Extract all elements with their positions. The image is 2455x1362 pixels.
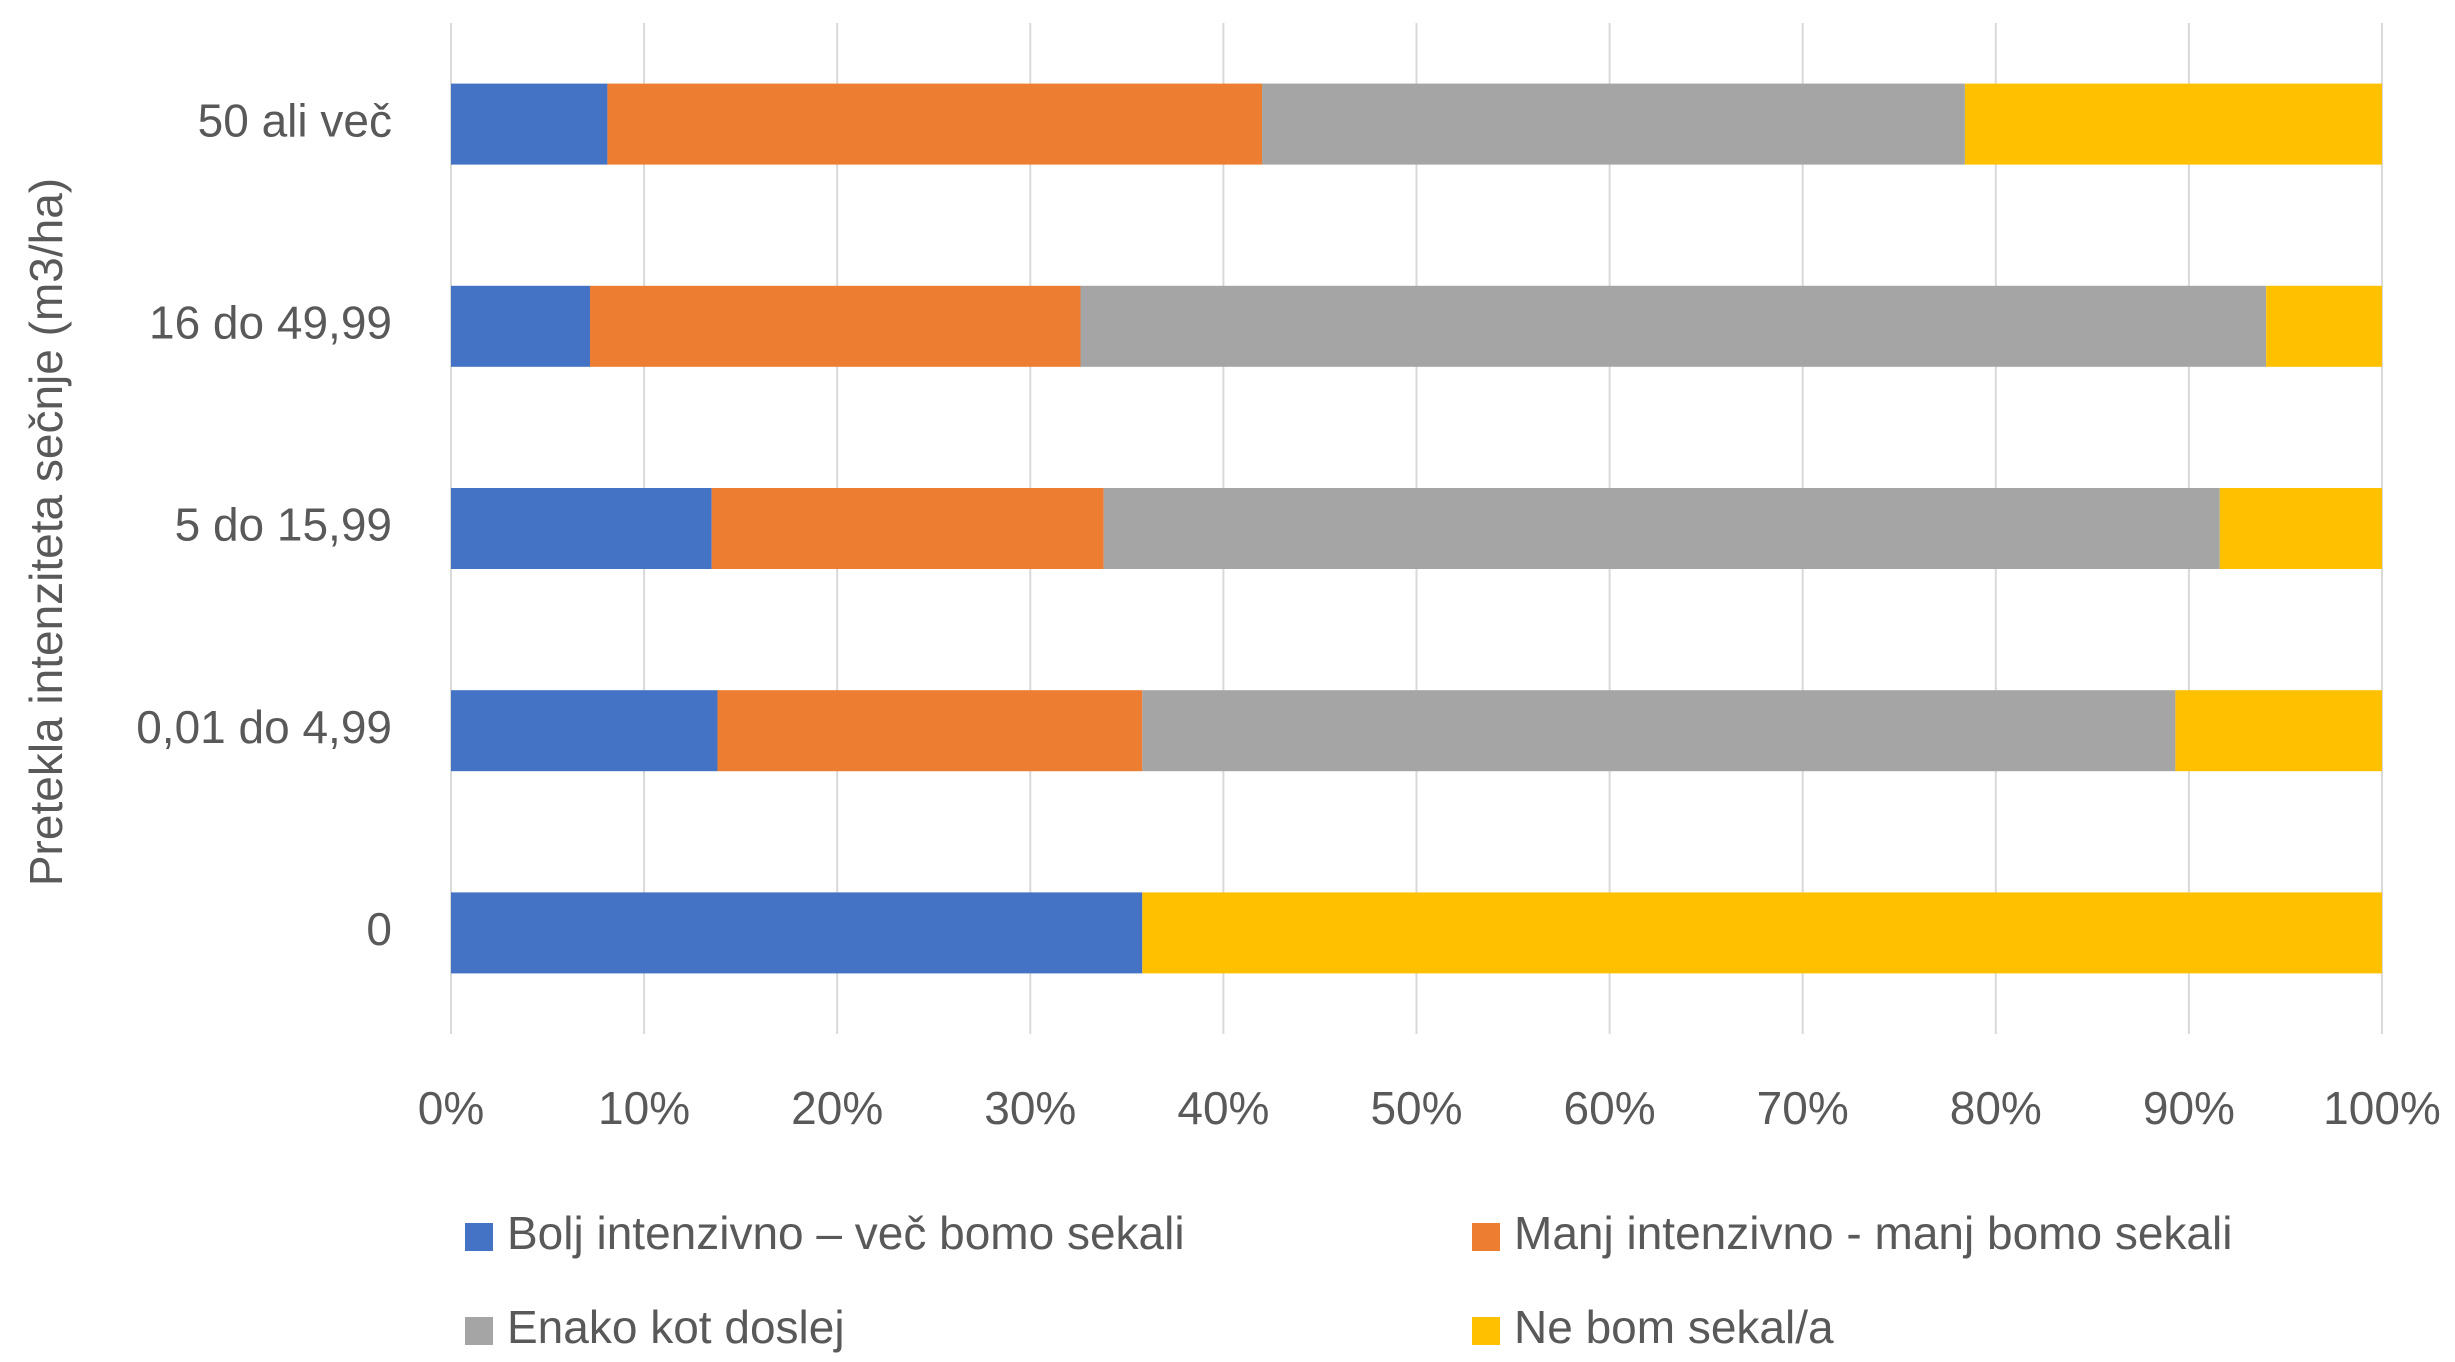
- x-tick-label: 70%: [1757, 1082, 1849, 1134]
- bar-segment: [1103, 488, 2220, 569]
- bar-segment: [451, 488, 712, 569]
- bar-segment: [451, 892, 1143, 974]
- y-tick-label: 0: [366, 903, 392, 955]
- x-tick-label: 100%: [2323, 1082, 2441, 1134]
- legend-swatch: [1472, 1223, 1500, 1251]
- x-tick-label: 50%: [1370, 1082, 1462, 1134]
- bar-segment: [1142, 892, 2382, 974]
- legend-swatch: [1472, 1317, 1500, 1345]
- legend-label: Enako kot doslej: [507, 1301, 845, 1353]
- x-tick-label: 60%: [1564, 1082, 1656, 1134]
- legend-swatch: [465, 1223, 493, 1251]
- bar-segment: [2175, 690, 2382, 772]
- x-tick-label: 90%: [2143, 1082, 2235, 1134]
- y-tick-label: 16 do 49,99: [149, 296, 392, 348]
- x-tick-label: 40%: [1177, 1082, 1269, 1134]
- x-tick-label: 20%: [791, 1082, 883, 1134]
- y-axis-title: Pretekla intenziteta sečnje (m3/ha): [20, 178, 72, 886]
- bar-segment: [451, 690, 718, 772]
- bar-segment: [711, 488, 1104, 569]
- bar-segment: [1080, 285, 2267, 367]
- y-tick-label: 5 do 15,99: [175, 499, 392, 551]
- bar-segment: [451, 285, 591, 367]
- bar-segment: [1262, 83, 1965, 165]
- x-tick-label: 10%: [598, 1082, 690, 1134]
- bar-segment: [717, 690, 1143, 772]
- x-tick-label: 30%: [984, 1082, 1076, 1134]
- bar-segment: [590, 285, 1081, 367]
- legend-swatch: [465, 1317, 493, 1345]
- y-tick-label: 50 ali več: [198, 94, 392, 146]
- legend-label: Bolj intenzivno – več bomo sekali: [507, 1207, 1185, 1259]
- bar-segment: [451, 83, 608, 165]
- legend-label: Manj intenzivno - manj bomo sekali: [1514, 1207, 2232, 1259]
- bar-segment: [2266, 285, 2382, 367]
- bar-segment: [2219, 488, 2382, 569]
- y-tick-label: 0,01 do 4,99: [136, 701, 392, 753]
- x-tick-label: 80%: [1950, 1082, 2042, 1134]
- bar-segment: [1142, 690, 2176, 772]
- bar-segment: [1964, 83, 2382, 165]
- x-tick-label: 0%: [418, 1082, 484, 1134]
- bar-segment: [607, 83, 1263, 165]
- legend-label: Ne bom sekal/a: [1514, 1301, 1834, 1353]
